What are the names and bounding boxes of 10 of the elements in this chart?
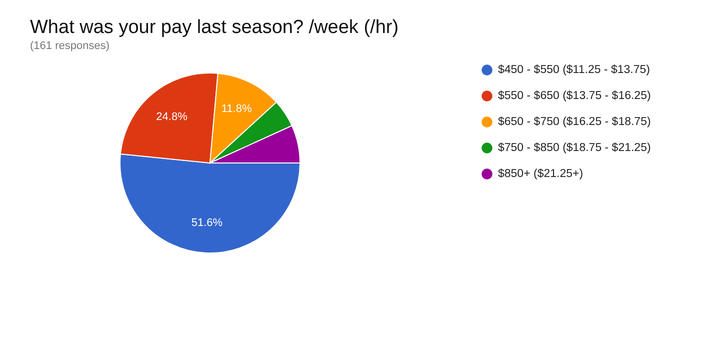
legend-label: $650 - $750 ($16.25 - $18.75) [498,116,651,128]
chart-title: What was your pay last season? /week (/hr) [30,17,399,38]
legend-label: $750 - $850 ($18.75 - $21.25) [498,142,651,154]
data-label: 51.6% [191,216,223,229]
legend-label: $550 - $650 ($13.75 - $16.25) [498,90,651,102]
data-label: 11.8% [221,103,252,116]
legend-label: $450 - $550 ($11.25 - $13.75) [498,64,650,76]
data-label: 24.8% [156,110,188,123]
chart-subtitle: (161 responses) [30,40,110,52]
legend-label: $850+ ($21.25+) [498,168,584,180]
